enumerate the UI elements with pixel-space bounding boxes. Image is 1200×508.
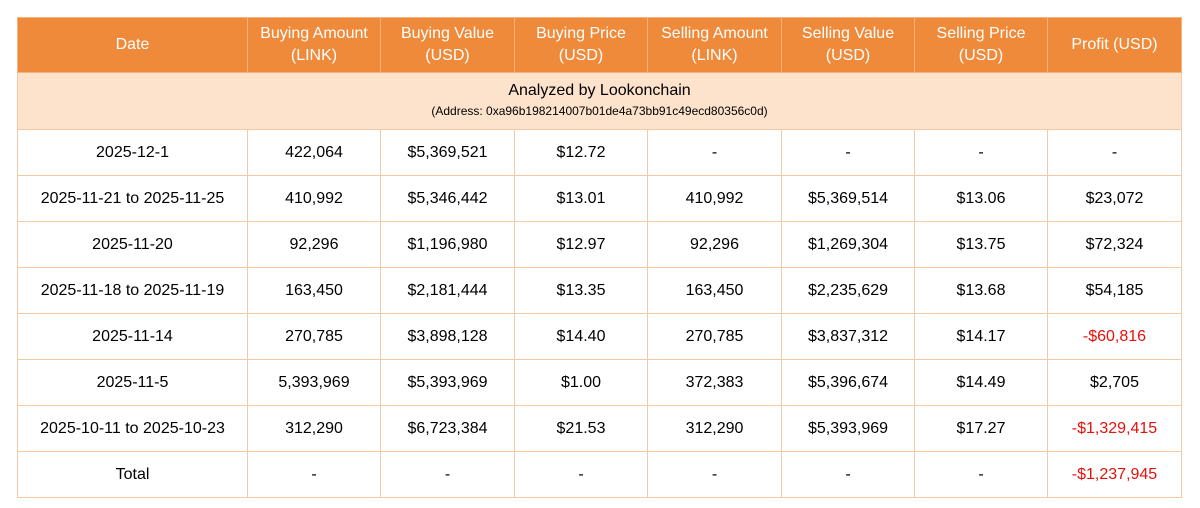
- cell-profit: $2,705: [1047, 359, 1182, 406]
- cell-selling-value: $5,393,969: [781, 405, 915, 452]
- cell-buying-price: $13.35: [514, 267, 648, 314]
- cell-profit: $23,072: [1047, 175, 1182, 222]
- cell-buying-value: -: [380, 451, 515, 498]
- wallet-address: (Address: 0xa96b198214007b01de4a73bb91c4…: [431, 104, 768, 118]
- cell-selling-amount: 410,992: [647, 175, 782, 222]
- cell-buying-price: $14.40: [514, 313, 648, 360]
- cell-date: 2025-12-1: [17, 129, 248, 176]
- cell-buying-price: $13.01: [514, 175, 648, 222]
- cell-selling-amount: 312,290: [647, 405, 782, 452]
- table-row: 2025-11-5 5,393,969 $5,393,969 $1.00 372,383…: [17, 359, 1182, 406]
- cell-buying-value: $2,181,444: [380, 267, 515, 314]
- cell-date: 2025-10-11 to 2025-10-23: [17, 405, 248, 452]
- trade-table-container: Date Buying Amount (LINK) Buying Value (US…: [17, 17, 1182, 498]
- total-row: Total - - - - - - -$1,237,945: [17, 451, 1182, 498]
- table-row: 2025-11-20 92,296 $1,196,980 $12.97 92,296 $1…: [17, 221, 1182, 268]
- cell-selling-value: $5,369,514: [781, 175, 915, 222]
- cell-date: 2025-11-14: [17, 313, 248, 360]
- cell-buying-price: $1.00: [514, 359, 648, 406]
- analyzed-banner: Analyzed by Lookonchain (Address: 0xa96b…: [17, 72, 1182, 130]
- cell-selling-amount: 92,296: [647, 221, 782, 268]
- col-header-buying-price: Buying Price (USD): [514, 17, 648, 73]
- col-header-buying-amount: Buying Amount (LINK): [247, 17, 381, 73]
- cell-buying-price: $21.53: [514, 405, 648, 452]
- table-row: 2025-10-11 to 2025-10-23 312,290 $6,723,38…: [17, 405, 1182, 452]
- col-header-selling-value: Selling Value (USD): [781, 17, 915, 73]
- cell-selling-price: -: [914, 451, 1048, 498]
- cell-profit: -$1,329,415: [1047, 405, 1182, 452]
- table-row: 2025-11-14 270,785 $3,898,128 $14.40 270,785…: [17, 313, 1182, 360]
- cell-selling-amount: -: [647, 129, 782, 176]
- analyzed-title: Analyzed by Lookonchain: [508, 82, 691, 99]
- cell-selling-price: $14.17: [914, 313, 1048, 360]
- cell-selling-value: $5,396,674: [781, 359, 915, 406]
- cell-selling-amount: 270,785: [647, 313, 782, 360]
- cell-selling-price: $13.06: [914, 175, 1048, 222]
- cell-selling-amount: 163,450: [647, 267, 782, 314]
- cell-date: 2025-11-21 to 2025-11-25: [17, 175, 248, 222]
- col-header-selling-price: Selling Price (USD): [914, 17, 1048, 73]
- cell-profit: -$60,816: [1047, 313, 1182, 360]
- cell-buying-value: $5,393,969: [380, 359, 515, 406]
- cell-selling-value: $1,269,304: [781, 221, 915, 268]
- table-row: 2025-11-21 to 2025-11-25 410,992 $5,346,44…: [17, 175, 1182, 222]
- header-row: Date Buying Amount (LINK) Buying Value (US…: [17, 17, 1182, 73]
- cell-selling-price: $14.49: [914, 359, 1048, 406]
- table-row: 2025-11-18 to 2025-11-19 163,450 $2,181,44…: [17, 267, 1182, 314]
- cell-date: 2025-11-5: [17, 359, 248, 406]
- cell-profit: -: [1047, 129, 1182, 176]
- cell-buying-amount: 163,450: [247, 267, 381, 314]
- cell-selling-amount: 372,383: [647, 359, 782, 406]
- cell-selling-price: -: [914, 129, 1048, 176]
- cell-buying-value: $6,723,384: [380, 405, 515, 452]
- cell-date: Total: [17, 451, 248, 498]
- cell-selling-value: $3,837,312: [781, 313, 915, 360]
- cell-buying-value: $5,369,521: [380, 129, 515, 176]
- cell-selling-value: $2,235,629: [781, 267, 915, 314]
- cell-selling-value: -: [781, 451, 915, 498]
- cell-buying-price: $12.72: [514, 129, 648, 176]
- cell-date: 2025-11-18 to 2025-11-19: [17, 267, 248, 314]
- col-header-selling-amount: Selling Amount (LINK): [647, 17, 782, 73]
- cell-profit: $54,185: [1047, 267, 1182, 314]
- col-header-buying-value: Buying Value (USD): [380, 17, 515, 73]
- cell-buying-amount: 270,785: [247, 313, 381, 360]
- cell-buying-price: -: [514, 451, 648, 498]
- cell-buying-value: $5,346,442: [380, 175, 515, 222]
- cell-date: 2025-11-20: [17, 221, 248, 268]
- cell-profit: -$1,237,945: [1047, 451, 1182, 498]
- cell-buying-amount: 410,992: [247, 175, 381, 222]
- cell-selling-value: -: [781, 129, 915, 176]
- cell-buying-price: $12.97: [514, 221, 648, 268]
- cell-buying-amount: 92,296: [247, 221, 381, 268]
- cell-buying-amount: 5,393,969: [247, 359, 381, 406]
- trade-table: Date Buying Amount (LINK) Buying Value (US…: [17, 17, 1182, 498]
- cell-selling-price: $13.68: [914, 267, 1048, 314]
- cell-selling-price: $13.75: [914, 221, 1048, 268]
- col-header-profit: Profit (USD): [1047, 17, 1182, 73]
- cell-selling-price: $17.27: [914, 405, 1048, 452]
- cell-selling-amount: -: [647, 451, 782, 498]
- analyzed-banner-row: Analyzed by Lookonchain (Address: 0xa96b…: [17, 72, 1182, 130]
- cell-profit: $72,324: [1047, 221, 1182, 268]
- table-row: 2025-12-1 422,064 $5,369,521 $12.72- - - -: [17, 129, 1182, 176]
- col-header-date: Date: [17, 17, 248, 73]
- cell-buying-amount: 422,064: [247, 129, 381, 176]
- cell-buying-amount: -: [247, 451, 381, 498]
- cell-buying-amount: 312,290: [247, 405, 381, 452]
- cell-buying-value: $1,196,980: [380, 221, 515, 268]
- cell-buying-value: $3,898,128: [380, 313, 515, 360]
